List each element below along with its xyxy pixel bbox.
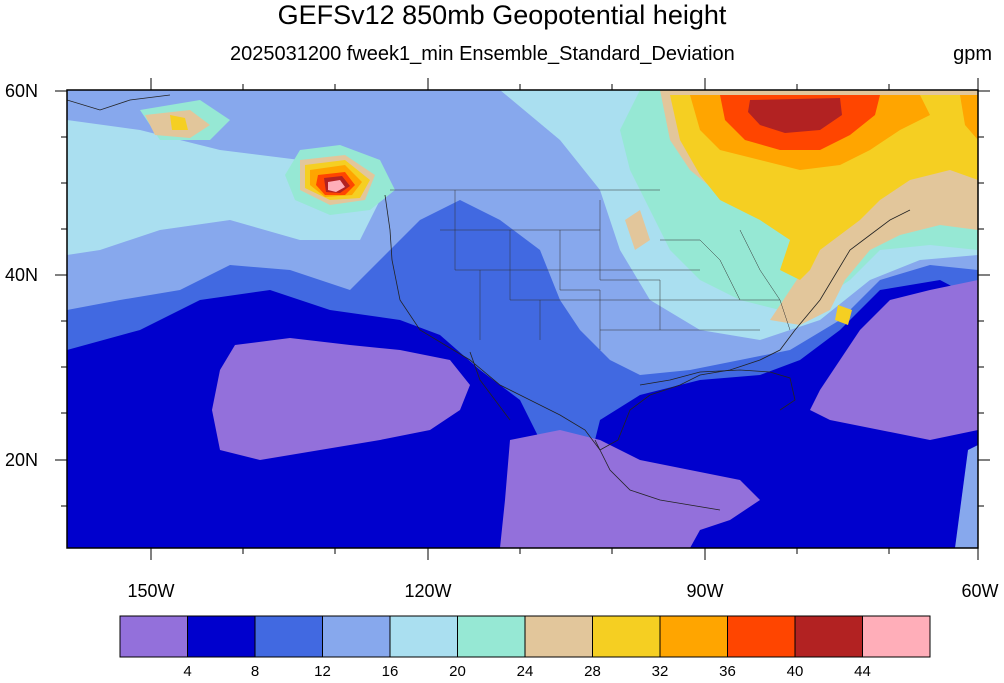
lon-label-120w: 120W: [404, 581, 451, 601]
lat-ticks: [55, 90, 990, 507]
band-0-4-caribbean: [500, 430, 760, 548]
band-44-48: [324, 98, 842, 193]
colorbar-label: 40: [787, 663, 804, 680]
colorbar-box: [659, 615, 728, 658]
colorbar-label: 28: [584, 663, 601, 680]
colorbar-box: [524, 615, 593, 658]
colorbar-box: [187, 615, 256, 658]
colorbar-label: 16: [382, 663, 399, 680]
colorbar-label: 12: [314, 663, 331, 680]
map-title: GEFSv12 850mb Geopotential height: [277, 0, 727, 30]
map-subtitle: 2025031200 fweek1_min Ensemble_Standard_…: [230, 43, 735, 65]
colorbar-box: [794, 615, 863, 658]
colorbar-label: 36: [719, 663, 736, 680]
colorbar-box: [119, 615, 188, 658]
colorbar-box: [389, 615, 458, 658]
contour-field: [67, 90, 978, 548]
lon-label-60w: 60W: [961, 581, 998, 601]
colorbar-label: 32: [652, 663, 669, 680]
lat-label-20n: 20N: [5, 450, 38, 470]
lat-label-40n: 40N: [5, 265, 38, 285]
lat-label-60n: 60N: [5, 81, 38, 101]
lon-label-90w: 90W: [686, 581, 723, 601]
colorbar-label: 44: [854, 663, 871, 680]
colorbar: 4 8 12 16 20 24 28 32 36 40 44: [119, 615, 931, 680]
colorbar-box: [592, 615, 661, 658]
colorbar-label: 20: [449, 663, 466, 680]
band-40-44: [316, 95, 880, 195]
colorbar-box: [254, 615, 323, 658]
coastlines: [67, 94, 911, 511]
lon-ticks: [150, 78, 979, 560]
colorbar-box: [862, 615, 931, 658]
units-label: gpm: [953, 43, 992, 65]
colorbar-box: [457, 615, 526, 658]
colorbar-box: [322, 615, 391, 658]
band-48-plus: [328, 180, 345, 192]
band-0-4-atlantic: [810, 280, 978, 440]
lon-label-150w: 150W: [127, 581, 174, 601]
colorbar-label: 24: [517, 663, 534, 680]
colorbar-label: 8: [251, 663, 259, 680]
band-0-4-east-edge: [955, 445, 978, 548]
colorbar-box: [727, 615, 796, 658]
colorbar-label: 4: [183, 663, 191, 680]
state-borders: [390, 189, 791, 350]
band-0-4-pacific: [212, 338, 470, 460]
plot-frame: [66, 89, 979, 549]
